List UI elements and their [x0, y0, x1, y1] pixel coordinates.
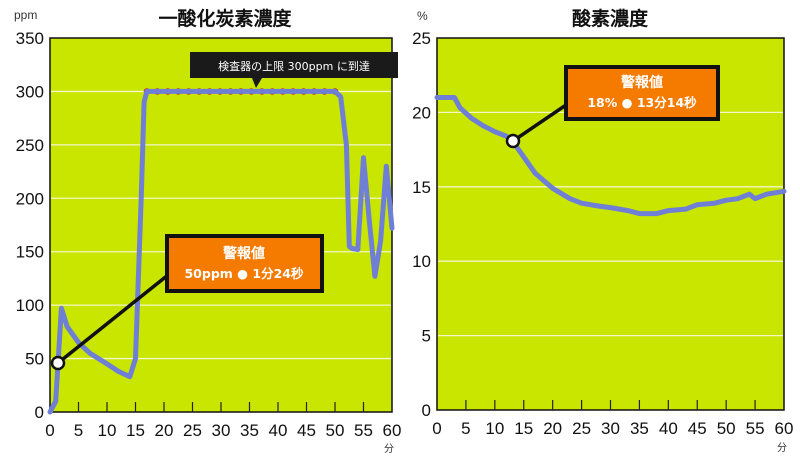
o2-alarm-callout: 警報値 18% ● 13分14秒 — [505, 65, 720, 149]
o2-y-axis-ticks: 0 5 10 15 20 25 — [412, 29, 431, 420]
x-tick-label: 60 — [383, 421, 402, 440]
y-tick-label: 350 — [16, 29, 44, 48]
x-tick-label: 40 — [659, 419, 678, 438]
o2-chart-title: 酸素濃度 — [572, 7, 649, 30]
x-tick-label: 15 — [126, 421, 145, 440]
o2-alarm-marker — [505, 133, 521, 149]
x-tick-label: 35 — [630, 419, 649, 438]
y-tick-label: 15 — [412, 178, 431, 197]
x-tick-label: 30 — [601, 419, 620, 438]
co-callout-text: 50ppm ● 1分24秒 — [184, 266, 304, 281]
co-y-unit: ppm — [14, 8, 37, 22]
o2-y-unit: % — [417, 9, 428, 23]
y-tick-label: 25 — [412, 29, 431, 48]
y-tick-label: 0 — [35, 403, 44, 422]
y-tick-label: 100 — [16, 296, 44, 315]
x-tick-label: 45 — [688, 419, 707, 438]
x-tick-label: 0 — [45, 421, 54, 440]
x-tick-label: 15 — [514, 419, 533, 438]
x-tick-label: 40 — [269, 421, 288, 440]
x-tick-label: 5 — [461, 419, 470, 438]
y-tick-label: 150 — [16, 243, 44, 262]
y-tick-label: 50 — [25, 350, 44, 369]
x-tick-label: 50 — [326, 421, 345, 440]
x-tick-label: 45 — [297, 421, 316, 440]
y-tick-label: 5 — [422, 327, 431, 346]
co-x-axis-ticks: 0 5 10 15 20 25 30 35 40 45 50 55 60 — [45, 421, 401, 440]
co-concentration-chart: 一酸化炭素濃度 ppm 0 50 100 150 200 250 300 350 0 5 10 15… — [14, 7, 401, 455]
o2-callout-text: 18% ● 13分14秒 — [587, 95, 697, 110]
o2-series-line — [434, 95, 787, 217]
y-tick-label: 20 — [412, 103, 431, 122]
x-tick-label: 55 — [354, 421, 373, 440]
x-tick-label: 10 — [485, 419, 504, 438]
x-tick-label: 20 — [543, 419, 562, 438]
co-series-line — [47, 88, 395, 415]
y-tick-label: 200 — [16, 189, 44, 208]
x-tick-label: 20 — [155, 421, 174, 440]
x-tick-label: 30 — [212, 421, 231, 440]
co-callout-title: 警報値 — [223, 245, 265, 262]
x-tick-label: 25 — [572, 419, 591, 438]
y-tick-label: 10 — [412, 252, 431, 271]
co-limit-note-text: 検査器の上限 300ppm に到達 — [218, 59, 370, 73]
o2-callout-title: 警報値 — [621, 74, 663, 91]
x-tick-label: 0 — [432, 419, 441, 438]
co-x-unit: 分 — [384, 443, 394, 455]
co-alarm-marker — [50, 355, 66, 371]
x-tick-label: 10 — [98, 421, 117, 440]
y-tick-label: 250 — [16, 136, 44, 155]
x-tick-label: 50 — [717, 419, 736, 438]
x-tick-label: 55 — [746, 419, 765, 438]
y-tick-label: 0 — [422, 401, 431, 420]
y-tick-label: 300 — [16, 82, 44, 101]
o2-concentration-chart: 酸素濃度 % 0 5 10 15 20 25 0 5 10 15 20 25 30 35 40 45 50 55… — [412, 7, 793, 454]
x-tick-label: 60 — [775, 419, 794, 438]
o2-x-unit: 分 — [777, 442, 787, 454]
co-limit-note: 検査器の上限 300ppm に到達 — [190, 52, 398, 88]
co-chart-title: 一酸化炭素濃度 — [158, 7, 292, 30]
co-y-axis-ticks: 0 50 100 150 200 250 300 350 — [16, 29, 44, 422]
x-tick-label: 25 — [183, 421, 202, 440]
x-tick-label: 5 — [74, 421, 83, 440]
x-tick-label: 35 — [240, 421, 259, 440]
co-alarm-callout: 警報値 50ppm ● 1分24秒 — [50, 234, 324, 371]
co-plot-area — [49, 37, 393, 413]
o2-x-axis-ticks: 0 5 10 15 20 25 30 35 40 45 50 55 60 — [432, 419, 793, 438]
